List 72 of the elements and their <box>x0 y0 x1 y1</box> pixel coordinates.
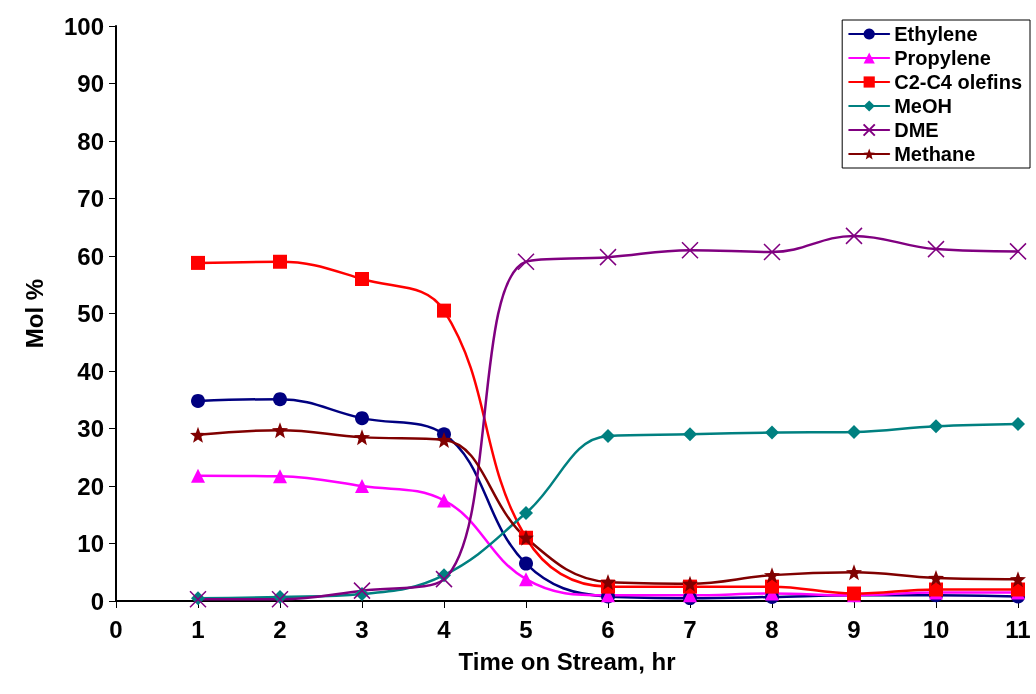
y-axis-title: Mol % <box>20 278 48 349</box>
point <box>765 425 779 440</box>
point <box>601 428 615 443</box>
point <box>765 579 779 594</box>
point <box>437 493 451 508</box>
x-tick-label: 4 <box>437 615 452 643</box>
x-tick-label: 10 <box>922 615 950 643</box>
legend-label: Ethylene <box>894 23 978 45</box>
y-tick-label: 50 <box>77 300 104 327</box>
point <box>190 426 206 443</box>
legend-label: Propylene <box>894 47 991 69</box>
legend-label: C2-C4 olefins <box>894 71 1023 93</box>
point <box>271 590 289 609</box>
point <box>273 469 287 484</box>
point <box>682 575 698 592</box>
x-axis-title: Time on Stream, hr <box>458 647 676 675</box>
point <box>355 272 369 286</box>
x-tick-label: 1 <box>191 615 205 643</box>
point <box>600 574 616 591</box>
point <box>437 303 451 318</box>
point <box>355 479 369 493</box>
point <box>1011 416 1025 431</box>
point <box>353 581 371 600</box>
point <box>927 240 945 258</box>
point <box>1010 571 1026 588</box>
point <box>764 567 780 584</box>
point <box>929 419 943 434</box>
point <box>435 570 453 588</box>
point <box>681 241 699 259</box>
y-tick-label: 90 <box>77 70 104 97</box>
point <box>436 432 452 448</box>
x-tick-label: 2 <box>273 615 287 643</box>
x-tick-label: 7 <box>683 615 697 643</box>
y-tick-label: 10 <box>77 530 104 557</box>
point <box>191 255 205 270</box>
point <box>599 248 617 266</box>
legend-label: Methane <box>894 143 976 165</box>
point <box>847 424 861 439</box>
point <box>191 393 205 408</box>
x-tick-label: 6 <box>601 615 615 643</box>
point <box>517 253 535 271</box>
y-tick-label: 60 <box>77 242 104 270</box>
y-tick-label: 0 <box>90 587 104 615</box>
point <box>928 570 944 586</box>
y-tick-label: 30 <box>77 415 104 442</box>
y-tick-label: 40 <box>77 357 104 385</box>
y-tick-label: 100 <box>63 12 104 40</box>
point <box>191 468 205 483</box>
point <box>519 572 533 587</box>
point <box>763 243 781 261</box>
point <box>519 556 533 571</box>
legend-label: DME <box>894 119 939 141</box>
point <box>1009 242 1027 261</box>
x-tick-label: 9 <box>847 615 861 643</box>
x-tick-label: 5 <box>519 615 533 643</box>
x-tick-label: 3 <box>355 615 369 643</box>
x-tick-label: 0 <box>109 615 123 643</box>
point <box>683 427 697 442</box>
point <box>272 422 288 439</box>
legend-label: MeOH <box>894 95 952 117</box>
point <box>273 254 287 269</box>
y-tick-label: 80 <box>77 127 104 155</box>
y-tick-label: 70 <box>77 185 104 212</box>
x-tick-label: 11 <box>1005 615 1031 643</box>
point <box>273 392 287 407</box>
point <box>354 429 370 446</box>
point <box>846 564 862 581</box>
point <box>519 506 533 521</box>
point <box>355 411 369 426</box>
y-tick-label: 20 <box>77 472 104 500</box>
x-tick-label: 8 <box>765 615 779 643</box>
point <box>845 227 863 245</box>
